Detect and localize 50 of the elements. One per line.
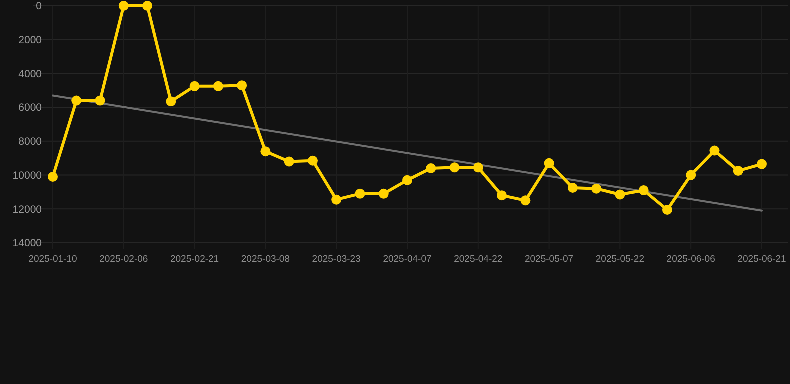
point (260, 146, 271, 157)
point (592, 184, 602, 194)
point (497, 190, 508, 201)
x-tick-label: 2025-03-08 (241, 254, 290, 265)
point (615, 190, 626, 200)
x-tick-label: 2025-05-22 (596, 254, 645, 265)
x-tick-label: 2025-06-21 (738, 254, 786, 265)
point (95, 96, 106, 106)
point (473, 162, 484, 173)
point (426, 164, 436, 174)
x-tick-label: 2025-04-07 (383, 254, 432, 265)
point (662, 204, 672, 215)
point (284, 156, 294, 167)
y-tick-label: 12000 (12, 204, 42, 216)
point (190, 81, 200, 92)
x-tick-label: 2025-02-21 (170, 254, 220, 265)
point (686, 170, 696, 180)
point (166, 96, 176, 107)
point (378, 188, 389, 199)
point (142, 1, 153, 11)
y-tick-label: 4000 (18, 68, 42, 80)
point (332, 194, 342, 205)
point (48, 172, 58, 182)
y-tick-label: 2000 (18, 34, 42, 47)
point (118, 1, 129, 11)
point (638, 186, 649, 196)
x-tick-label: 2025-06-06 (666, 254, 716, 265)
point (402, 175, 412, 186)
x-tick-label: 2025-03-23 (312, 254, 361, 265)
point (520, 196, 531, 206)
y-tick-label: 8000 (18, 136, 42, 148)
point (450, 162, 460, 173)
point (568, 182, 578, 193)
x-tick-label: 2025-05-07 (524, 254, 574, 265)
y-tick-label: 6000 (18, 102, 42, 114)
y-tick-label: 10000 (12, 170, 42, 182)
y-tick-label: 14000 (12, 238, 42, 250)
point (237, 80, 248, 91)
x-tick-label: 2025-01-10 (28, 254, 78, 265)
point (355, 188, 366, 199)
point (733, 166, 744, 176)
point (308, 156, 318, 166)
point (72, 96, 82, 106)
point (544, 158, 554, 168)
point (213, 81, 224, 92)
x-tick-label: 2025-02-06 (100, 254, 148, 265)
point (710, 146, 720, 156)
point (757, 159, 767, 170)
x-tick-label: 2025-04-22 (454, 254, 503, 265)
y-tick-label: 0 (36, 0, 42, 13)
